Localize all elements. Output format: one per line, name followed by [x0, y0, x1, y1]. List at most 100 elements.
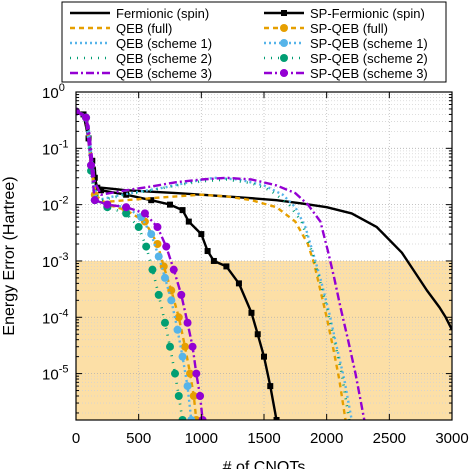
data-point: [254, 331, 261, 338]
legend-marker: [280, 69, 288, 77]
data-point: [140, 209, 149, 218]
x-tick-label: 2000: [310, 430, 343, 447]
data-point: [210, 257, 217, 264]
data-point: [162, 242, 171, 251]
data-point: [198, 416, 207, 420]
data-point: [187, 416, 196, 420]
data-point: [122, 209, 131, 218]
legend-label: QEB (scheme 3): [116, 66, 212, 81]
y-tick-label: 10-5: [42, 364, 68, 384]
data-point: [147, 230, 156, 239]
legend-label: SP-Fermionic (spin): [310, 6, 425, 21]
y-tick-label: 10-2: [42, 195, 68, 215]
data-point: [153, 223, 162, 232]
data-point: [160, 318, 169, 327]
legend-entry-sp-qeb-scheme-2: SP-QEB (scheme 2): [264, 51, 428, 66]
legend-marker: [280, 24, 288, 32]
data-point: [171, 369, 180, 378]
legend-entry-sp-qeb-full: SP-QEB (full): [264, 21, 388, 36]
data-point: [192, 369, 201, 378]
legend-marker: [280, 39, 288, 47]
data-point: [142, 242, 151, 251]
data-point: [223, 263, 230, 270]
legend-marker: [280, 54, 288, 62]
data-point: [188, 342, 197, 351]
y-tick-label: 10-4: [42, 307, 68, 327]
data-point: [167, 296, 176, 305]
x-tick-label: 0: [72, 430, 80, 447]
legend-entry-sp-qeb-scheme-1: SP-QEB (scheme 1): [264, 36, 428, 51]
x-axis-label: # of CNOTs: [223, 459, 306, 469]
data-point: [174, 392, 183, 401]
y-tick-label: 10-1: [42, 138, 68, 158]
y-tick-label: 10-3: [42, 251, 68, 271]
data-point: [80, 111, 87, 118]
data-point: [134, 223, 143, 232]
data-point: [235, 280, 242, 287]
legend: Fermionic (spin)QEB (full)QEB (scheme 1)…: [61, 1, 447, 83]
x-tick-label: 3000: [435, 430, 468, 447]
legend-label: QEB (full): [116, 21, 172, 36]
x-tick-label: 1000: [185, 430, 218, 447]
data-point: [267, 383, 274, 390]
legend-entry-sp-fermionic-spin: SP-Fermionic (spin): [264, 6, 425, 21]
data-point: [91, 174, 98, 181]
data-point: [177, 290, 186, 299]
legend-label: QEB (scheme 1): [116, 36, 212, 51]
data-point: [179, 207, 186, 214]
data-point: [273, 417, 280, 420]
x-tick-label: 500: [126, 430, 151, 447]
data-point: [160, 273, 169, 282]
data-point: [90, 196, 99, 205]
data-point: [183, 318, 192, 327]
legend-box: [61, 1, 447, 83]
data-point: [82, 113, 91, 122]
data-point: [103, 200, 112, 209]
legend-label: SP-QEB (scheme 2): [310, 51, 428, 66]
legend-label: Fermionic (spin): [116, 6, 209, 21]
x-tick-label: 1500: [247, 430, 280, 447]
data-point: [148, 197, 155, 204]
data-point: [186, 369, 195, 378]
series-sp-qeb-scheme-3: [76, 107, 207, 420]
data-point: [76, 107, 80, 116]
data-point: [153, 240, 162, 249]
data-point: [169, 265, 178, 274]
data-point: [261, 353, 267, 360]
data-point: [196, 392, 205, 401]
legend-label: QEB (scheme 2): [116, 51, 212, 66]
legend-label: SP-QEB (full): [310, 21, 388, 36]
data-point: [123, 191, 130, 198]
legend-entry-qeb-full: QEB (full): [70, 21, 172, 36]
x-tick-label: 2500: [373, 430, 406, 447]
data-point: [183, 382, 192, 391]
legend-entry-fermionic-spin: Fermionic (spin): [70, 6, 209, 21]
series-qeb-scheme-3: [76, 110, 366, 420]
y-axis-label: Energy Error (Hartree): [1, 176, 18, 335]
data-point: [178, 416, 187, 420]
legend-entry-qeb-scheme-2: QEB (scheme 2): [70, 51, 212, 66]
y-tick-label: 100: [42, 82, 65, 102]
data-point: [178, 352, 187, 361]
legend-entry-qeb-scheme-3: QEB (scheme 3): [70, 66, 212, 81]
series-line-sp-qeb-scheme-3: [76, 110, 204, 420]
data-point: [87, 161, 96, 170]
data-point: [154, 252, 163, 261]
data-point: [174, 313, 183, 322]
data-point: [98, 187, 105, 194]
data-point: [185, 218, 192, 225]
data-point: [248, 309, 255, 316]
series-line-qeb-scheme-2: [76, 110, 351, 420]
data-point: [154, 290, 163, 299]
legend-entry-sp-qeb-scheme-3: SP-QEB (scheme 3): [264, 66, 428, 81]
series-line-qeb-scheme-3: [76, 110, 366, 420]
data-point: [198, 231, 205, 238]
legend-label: SP-QEB (scheme 3): [310, 66, 428, 81]
legend-marker: [281, 10, 287, 16]
data-point: [204, 248, 211, 255]
data-point: [181, 342, 190, 351]
data-point: [122, 203, 131, 212]
data-point: [189, 392, 198, 401]
legend-entry-qeb-scheme-1: QEB (scheme 1): [70, 36, 212, 51]
